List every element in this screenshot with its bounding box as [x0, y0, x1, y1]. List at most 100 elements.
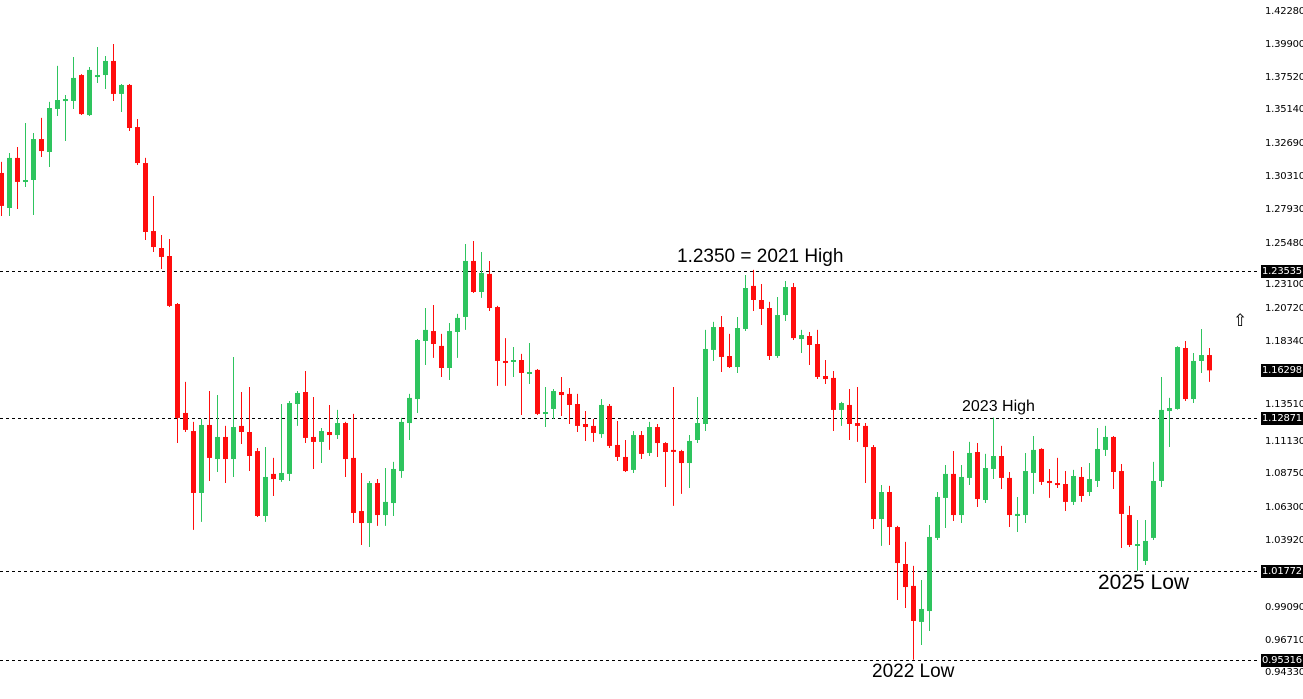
candle-body — [703, 348, 708, 424]
level-price-label: 1.01772 — [1261, 565, 1303, 578]
candle-bearish — [487, 260, 492, 312]
candle-body — [1207, 355, 1212, 371]
candle-body — [743, 288, 748, 329]
candle-bearish — [1079, 467, 1084, 502]
candle-body — [1159, 409, 1164, 481]
candle-bearish — [127, 84, 132, 132]
candle-bearish — [359, 472, 364, 545]
candle-bearish — [831, 371, 836, 432]
candle-body — [159, 248, 164, 257]
candle-body — [1039, 448, 1044, 482]
candle-bullish — [695, 396, 700, 444]
candle-bearish — [887, 485, 892, 545]
candle-bearish — [375, 479, 380, 526]
candle-body — [887, 492, 892, 528]
candle-bullish — [551, 388, 556, 420]
candle-body — [1199, 355, 1204, 361]
candle-body — [1151, 480, 1156, 538]
candle-body — [663, 443, 668, 452]
candle-bullish — [7, 152, 12, 216]
candle-body — [1047, 480, 1052, 484]
candle-bearish — [0, 161, 4, 216]
candle-bearish — [1119, 464, 1124, 548]
candle-bullish — [967, 441, 972, 485]
candle-body — [495, 307, 500, 361]
candle-body — [255, 451, 260, 516]
candle-bullish — [935, 492, 940, 540]
candle-bullish — [1199, 328, 1204, 373]
y-tick-label: 1.11130 — [1265, 435, 1303, 447]
candle-bullish — [55, 65, 60, 116]
candle-bullish — [199, 419, 204, 522]
candle-bullish — [103, 56, 108, 89]
candle-bullish — [647, 421, 652, 456]
candle-body — [511, 360, 516, 362]
candle-body — [383, 501, 388, 516]
candle-body — [991, 456, 996, 469]
candle-body — [359, 511, 364, 524]
candle-bullish — [319, 428, 324, 464]
candle-bearish — [655, 424, 660, 457]
candle-bearish — [143, 157, 148, 240]
candle-body — [591, 425, 596, 433]
candle-body — [959, 476, 964, 516]
y-tick-label: 1.20720 — [1265, 303, 1303, 315]
candle-body — [215, 436, 220, 460]
candle-body — [135, 127, 140, 164]
candle-bearish — [1063, 471, 1068, 512]
candle-body — [471, 260, 476, 292]
candle-body — [607, 405, 612, 446]
up-arrow-icon: ⇧ — [1233, 311, 1248, 330]
candle-bearish — [343, 421, 348, 477]
candle-bullish — [447, 323, 452, 380]
candle-bullish — [631, 431, 636, 473]
candle-body — [759, 300, 764, 309]
candle-bearish — [823, 360, 828, 384]
candle-body — [775, 315, 780, 356]
candle-bearish — [327, 404, 332, 450]
candle-bullish — [1191, 352, 1196, 404]
candle-body — [1023, 471, 1028, 516]
candle-body — [327, 432, 332, 436]
candle-bearish — [191, 421, 196, 530]
candle-body — [975, 452, 980, 500]
candle-body — [343, 423, 348, 460]
candle-body — [407, 397, 412, 424]
candle-bearish — [719, 316, 724, 372]
candle-bullish — [1071, 469, 1076, 505]
candle-body — [335, 423, 340, 436]
candle-body — [1191, 360, 1196, 400]
candle-bullish — [279, 404, 284, 482]
candle-bearish — [999, 445, 1004, 489]
candle-bearish — [1055, 457, 1060, 488]
candle-body — [1055, 483, 1060, 486]
candle-bullish — [1159, 376, 1164, 488]
candle-bearish — [167, 239, 172, 308]
candle-bullish — [287, 400, 292, 481]
candle-body — [655, 427, 660, 444]
candle-body — [119, 84, 124, 94]
candle-body — [271, 473, 276, 480]
candle-body — [535, 369, 540, 414]
candle-bearish — [503, 338, 508, 386]
candle-body — [503, 360, 508, 363]
candle-bullish — [703, 329, 708, 432]
candle-body — [319, 431, 324, 442]
candle-bullish — [1015, 496, 1020, 532]
candle-body — [463, 260, 468, 317]
candle-bullish — [423, 308, 428, 365]
candle-bearish — [223, 425, 228, 484]
candles — [0, 44, 1212, 660]
candle-bullish — [479, 252, 484, 298]
candle-bullish — [399, 417, 404, 478]
candle-body — [559, 392, 564, 396]
candle-body — [639, 435, 644, 454]
candle-body — [311, 436, 316, 442]
candle-bearish — [951, 451, 956, 521]
candle-bullish — [295, 391, 300, 426]
candle-body — [967, 452, 972, 478]
candle-bullish — [95, 47, 100, 84]
y-tick-label: 1.37520 — [1265, 71, 1303, 83]
candle-body — [0, 172, 4, 206]
candle-body — [671, 449, 676, 452]
